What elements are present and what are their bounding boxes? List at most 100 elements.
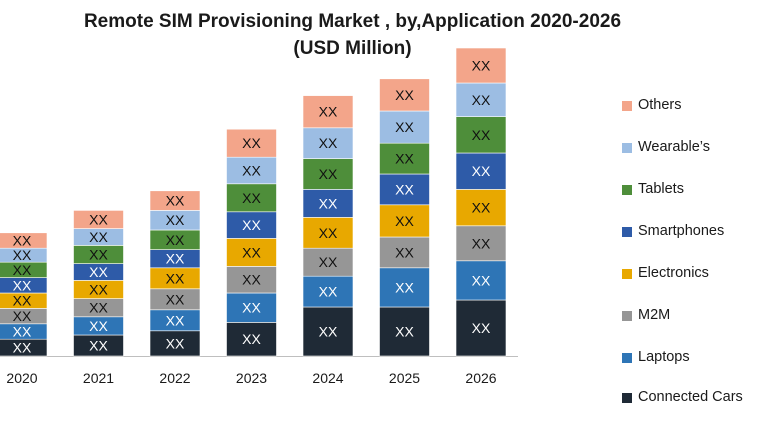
data-label-laptops-2023: XX xyxy=(242,300,261,316)
data-label-smartphones-2020: XX xyxy=(13,277,32,293)
bar-wearable-s-2024 xyxy=(302,127,354,159)
data-label-m2m-2020: XX xyxy=(13,308,32,324)
data-label-tablets-2021: XX xyxy=(89,247,108,263)
legend-item-electronics: Electronics xyxy=(622,263,748,284)
legend-item-tablets: Tablets xyxy=(622,179,748,200)
bar-electronics-2025 xyxy=(379,204,430,238)
legend-label-smartphones: Smartphones xyxy=(638,223,725,239)
bar-m2m-2023 xyxy=(226,266,277,294)
legend-swatch-others xyxy=(622,101,632,111)
legend-label-m2m: M2M xyxy=(638,307,671,323)
legend-swatch-connected-cars xyxy=(622,393,632,403)
bar-connected-cars-2024 xyxy=(302,306,354,357)
bar-laptops-2026 xyxy=(455,260,507,301)
data-label-laptops-2025: XX xyxy=(395,279,414,295)
data-label-connected-cars-2023: XX xyxy=(242,331,261,347)
chart-title: Remote SIM Provisioning Market , by,Appl… xyxy=(0,8,705,62)
legend-swatch-smartphones xyxy=(622,227,632,237)
legend-item-laptops: Laptops xyxy=(622,347,748,368)
data-label-m2m-2023: XX xyxy=(242,272,261,288)
data-label-smartphones-2024: XX xyxy=(319,195,338,211)
data-label-others-2021: XX xyxy=(89,212,108,228)
data-label-wearable-s-2023: XX xyxy=(242,163,261,179)
data-label-m2m-2024: XX xyxy=(319,254,338,270)
chart-legend: Others Wearable’s Tablets Smartphones Electr… xyxy=(622,0,780,440)
bar-others-2020 xyxy=(0,232,48,249)
bar-laptops-2025 xyxy=(379,267,430,308)
legend-label-others: Others xyxy=(638,97,682,113)
legend-item-m2m: M2M xyxy=(622,305,748,326)
data-label-tablets-2024: XX xyxy=(319,166,338,182)
data-label-smartphones-2025: XX xyxy=(395,181,414,197)
data-label-laptops-2026: XX xyxy=(472,272,491,288)
data-label-laptops-2024: XX xyxy=(319,284,338,300)
data-label-m2m-2025: XX xyxy=(395,244,414,260)
data-label-wearable-s-2022: XX xyxy=(166,212,185,228)
x-tick-label-2022: 2022 xyxy=(159,370,190,386)
bar-others-2026 xyxy=(455,47,507,84)
x-tick-label-2025: 2025 xyxy=(389,370,420,386)
legend-item-smartphones: Smartphones xyxy=(622,221,748,242)
bar-wearable-s-2025 xyxy=(379,110,430,144)
legend-label-electronics: Electronics xyxy=(638,265,709,281)
bar-electronics-2024 xyxy=(302,217,354,249)
data-label-others-2023: XX xyxy=(242,135,261,151)
data-label-laptops-2022: XX xyxy=(166,312,185,328)
bar-m2m-2024 xyxy=(302,247,354,277)
x-tick-label-2020: 2020 xyxy=(6,370,37,386)
data-label-electronics-2025: XX xyxy=(395,213,414,229)
bar-others-2024 xyxy=(302,95,354,129)
data-label-electronics-2024: XX xyxy=(319,225,338,241)
bar-smartphones-2026 xyxy=(455,152,507,190)
data-label-connected-cars-2026: XX xyxy=(472,320,491,336)
legend-label-wearable-s: Wearable’s xyxy=(638,139,711,155)
bar-others-2022 xyxy=(149,190,201,211)
data-label-smartphones-2023: XX xyxy=(242,217,261,233)
bar-connected-cars-2025 xyxy=(379,306,430,357)
data-label-smartphones-2026: XX xyxy=(472,163,491,179)
bar-tablets-2023 xyxy=(226,183,277,213)
legend-swatch-wearable-s xyxy=(622,143,632,153)
bar-laptops-2023 xyxy=(226,292,277,323)
bar-m2m-2026 xyxy=(455,225,507,262)
data-label-others-2026: XX xyxy=(472,58,491,74)
legend-swatch-tablets xyxy=(622,185,632,195)
bar-tablets-2024 xyxy=(302,158,354,190)
data-label-others-2025: XX xyxy=(395,87,414,103)
data-label-m2m-2022: XX xyxy=(166,291,185,307)
data-label-smartphones-2021: XX xyxy=(89,264,108,280)
legend-label-connected-cars: Connected Cars xyxy=(638,389,743,405)
data-label-m2m-2021: XX xyxy=(89,300,108,316)
chart-title-line-2: (USD Million) xyxy=(293,38,412,59)
data-label-smartphones-2022: XX xyxy=(166,251,185,267)
x-tick-label-2026: 2026 xyxy=(465,370,496,386)
bar-m2m-2025 xyxy=(379,236,430,269)
data-label-others-2024: XX xyxy=(319,104,338,120)
data-label-tablets-2020: XX xyxy=(13,262,32,278)
bar-laptops-2024 xyxy=(302,275,354,308)
x-tick-label-2023: 2023 xyxy=(236,370,267,386)
data-label-electronics-2026: XX xyxy=(472,200,491,216)
data-label-wearable-s-2026: XX xyxy=(472,92,491,108)
data-label-wearable-s-2024: XX xyxy=(319,135,338,151)
data-label-tablets-2023: XX xyxy=(242,190,261,206)
bar-smartphones-2025 xyxy=(379,173,430,206)
legend-swatch-electronics xyxy=(622,269,632,279)
data-label-connected-cars-2022: XX xyxy=(166,335,185,351)
data-label-tablets-2022: XX xyxy=(166,232,185,248)
x-tick-label-2021: 2021 xyxy=(83,370,114,386)
bar-tablets-2026 xyxy=(455,116,507,154)
legend-swatch-laptops xyxy=(622,353,632,363)
data-label-electronics-2021: XX xyxy=(89,282,108,298)
bar-others-2025 xyxy=(379,78,430,112)
x-tick-label-2024: 2024 xyxy=(312,370,343,386)
bar-others-2023 xyxy=(226,128,277,158)
chart-title-line-1: Remote SIM Provisioning Market , by,Appl… xyxy=(83,11,622,32)
data-label-m2m-2026: XX xyxy=(472,235,491,251)
data-label-connected-cars-2024: XX xyxy=(319,324,338,340)
data-label-laptops-2020: XX xyxy=(13,324,32,340)
legend-item-others: Others xyxy=(622,95,748,116)
data-label-wearable-s-2025: XX xyxy=(395,119,414,135)
data-label-tablets-2026: XX xyxy=(472,127,491,143)
